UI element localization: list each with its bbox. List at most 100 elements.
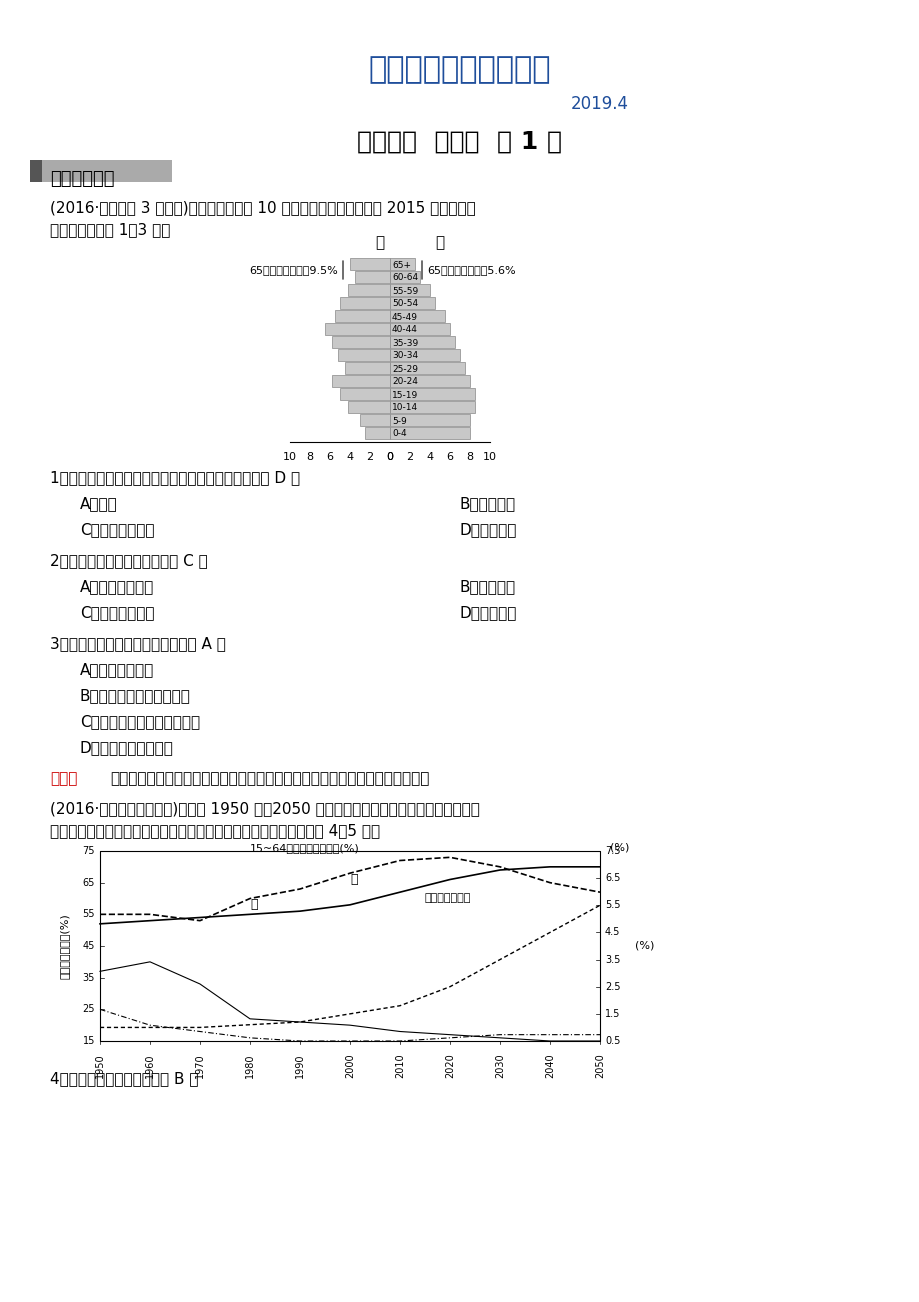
Bar [390, 349, 460, 361]
Text: 乙: 乙 [435, 234, 444, 250]
Bar [390, 284, 429, 296]
Text: 4．下列组合正确的一组是（ B ）: 4．下列组合正确的一组是（ B ） [50, 1072, 199, 1086]
Text: 10: 10 [283, 452, 297, 462]
Text: 2030: 2030 [494, 1053, 505, 1078]
Text: 10-14: 10-14 [391, 404, 417, 413]
Bar [390, 297, 435, 309]
Text: 5.5: 5.5 [605, 900, 619, 910]
Bar [390, 258, 414, 270]
Text: 1．造成甲、乙两国人口年龄结构差异最大的原因是（ D ）: 1．造成甲、乙两国人口年龄结构差异最大的原因是（ D ） [50, 470, 300, 486]
Text: 2.5: 2.5 [605, 982, 619, 992]
Text: 7.5: 7.5 [605, 846, 619, 855]
China labor [544, 875, 555, 891]
India labor [244, 906, 255, 922]
Text: 2050: 2050 [595, 1053, 605, 1078]
Text: 55: 55 [83, 909, 95, 919]
Text: A．具有成本优势: A．具有成本优势 [80, 661, 154, 677]
Bar [359, 414, 390, 426]
Bar [100, 852, 599, 1042]
Text: 5-9: 5-9 [391, 417, 406, 426]
Text: 6: 6 [446, 452, 453, 462]
Bar [324, 323, 390, 335]
Line: India labor: India labor [100, 867, 599, 924]
Text: 甲: 甲 [375, 234, 384, 250]
Text: 2020: 2020 [445, 1053, 455, 1078]
China labor [344, 866, 355, 881]
Text: 最新地理精品教学资料: 最新地理精品教学资料 [369, 55, 550, 85]
Text: (2016·山东青岛 3 月模拟)甲、乙为人口超 10 亿的国家，下图示意两国 2015 年人口年龄: (2016·山东青岛 3 月模拟)甲、乙为人口超 10 亿的国家，下图示意两国 … [50, 201, 475, 215]
Bar [335, 310, 390, 322]
India labor [394, 884, 405, 900]
Text: 1.5: 1.5 [605, 1009, 619, 1019]
Bar [390, 310, 445, 322]
Text: 1980: 1980 [244, 1053, 255, 1078]
Bar [390, 336, 455, 348]
Text: 20-24: 20-24 [391, 378, 417, 387]
Text: 15: 15 [83, 1036, 95, 1046]
Text: 35-39: 35-39 [391, 339, 418, 348]
Text: 0.5: 0.5 [605, 1036, 619, 1046]
India labor [544, 859, 555, 875]
Text: 0-4: 0-4 [391, 430, 406, 439]
China labor [444, 849, 455, 865]
Bar [347, 284, 390, 296]
Text: 0: 0 [386, 452, 393, 462]
India labor [594, 859, 605, 875]
Bar [337, 349, 390, 361]
Text: 2019.4: 2019.4 [571, 95, 629, 113]
Text: 结构。据此完成 1～3 题。: 结构。据此完成 1～3 题。 [50, 223, 170, 237]
Bar [390, 323, 449, 335]
Text: B．劳动力数量和质量上升: B．劳动力数量和质量上升 [80, 687, 190, 703]
Text: (2016·浙江台州中学模拟)下图是 1950 年～2050 年中国死亡率、出生率、劳动人口比例、: (2016·浙江台州中学模拟)下图是 1950 年～2050 年中国死亡率、出生… [50, 801, 480, 816]
India labor [194, 910, 205, 926]
Text: 丙: 丙 [250, 898, 257, 911]
Text: 解析：: 解析： [50, 771, 77, 786]
India labor [444, 871, 455, 887]
Text: A．战争: A．战争 [80, 496, 118, 510]
Text: 45: 45 [83, 941, 95, 950]
Bar [390, 388, 474, 400]
Bar [390, 375, 470, 387]
Text: 2010: 2010 [394, 1053, 404, 1078]
Text: 2: 2 [366, 452, 373, 462]
China labor [494, 859, 505, 875]
Bar [390, 271, 420, 283]
Text: A．控制人口增长: A．控制人口增长 [80, 579, 154, 594]
Text: 25: 25 [83, 1004, 95, 1014]
Text: 35: 35 [83, 973, 95, 983]
Text: 65岁以上人口占比5.6%: 65岁以上人口占比5.6% [426, 266, 515, 275]
Text: 老年人口抚养比变化曲线和印度劳动人口比例变化曲线图。据图完成 4～5 题。: 老年人口抚养比变化曲线和印度劳动人口比例变化曲线图。据图完成 4～5 题。 [50, 823, 380, 838]
India labor [494, 862, 505, 878]
Text: 0: 0 [386, 452, 393, 462]
India labor [294, 904, 305, 919]
China labor [194, 913, 205, 928]
Text: 甲: 甲 [349, 874, 357, 885]
Bar [332, 375, 390, 387]
Text: 第一部分  专题六  第 1 讲: 第一部分 专题六 第 1 讲 [357, 130, 562, 154]
Text: 40-44: 40-44 [391, 326, 417, 335]
Text: 55-59: 55-59 [391, 286, 418, 296]
Text: 25-29: 25-29 [391, 365, 417, 374]
Text: 3．推测乙国人口年龄构成的影响（ A ）: 3．推测乙国人口年龄构成的影响（ A ） [50, 635, 226, 651]
Text: 60-64: 60-64 [391, 273, 417, 283]
Text: B．自然灾害: B．自然灾害 [460, 496, 516, 510]
Bar [332, 336, 390, 348]
Text: 1960: 1960 [145, 1053, 154, 1078]
India labor [95, 917, 106, 932]
Text: 2: 2 [406, 452, 414, 462]
Text: (%): (%) [609, 842, 629, 853]
China labor [594, 884, 605, 900]
Text: D．奖励生育: D．奖励生育 [460, 605, 516, 620]
Text: 1990: 1990 [295, 1053, 305, 1078]
Text: 15~64岁人口占总人口比(%): 15~64岁人口占总人口比(%) [250, 842, 359, 853]
Text: 2．缓解甲国人口问题的对策（ C ）: 2．缓解甲国人口问题的对策（ C ） [50, 553, 208, 568]
Text: C．提升国民素质: C．提升国民素质 [80, 605, 154, 620]
Bar [340, 297, 390, 309]
Text: 10: 10 [482, 452, 496, 462]
India labor [344, 897, 355, 913]
Text: 6.5: 6.5 [605, 874, 619, 883]
China labor [294, 881, 305, 897]
Bar [347, 401, 390, 413]
Bar [390, 427, 470, 439]
Bar [355, 271, 390, 283]
